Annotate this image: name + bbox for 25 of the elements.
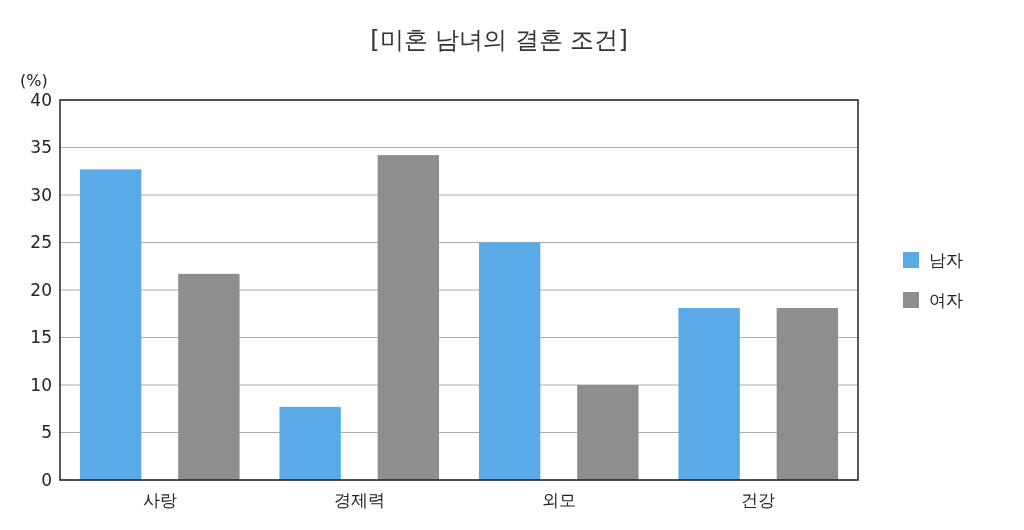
bar (678, 308, 740, 480)
bar (279, 406, 341, 480)
bar (577, 385, 639, 480)
y-tick-label: 40 (30, 89, 52, 110)
bar (478, 242, 541, 480)
y-tick-label: 20 (30, 279, 52, 300)
y-axis-title: (%) (20, 71, 48, 90)
bar (776, 308, 839, 480)
y-tick-label: 10 (30, 374, 52, 395)
y-tick-label: 15 (30, 327, 52, 348)
x-tick-label: 사랑 (142, 490, 177, 510)
chart-title: [미혼 남녀의 결혼 조건] (370, 26, 628, 54)
bar (377, 155, 440, 480)
x-tick-label: 건강 (741, 490, 776, 510)
x-tick-label: 외모 (541, 490, 576, 510)
y-tick-label: 35 (30, 137, 52, 158)
y-tick-label: 30 (30, 184, 52, 205)
x-tick-label: 경제력 (333, 490, 385, 510)
legend-label: 남자 (929, 249, 963, 270)
y-tick-label: 0 (41, 469, 52, 490)
y-tick-label: 25 (30, 232, 52, 253)
y-tick-label: 5 (41, 422, 52, 443)
legend-label: 여자 (929, 289, 963, 310)
bar (178, 273, 240, 480)
bar (79, 169, 142, 480)
